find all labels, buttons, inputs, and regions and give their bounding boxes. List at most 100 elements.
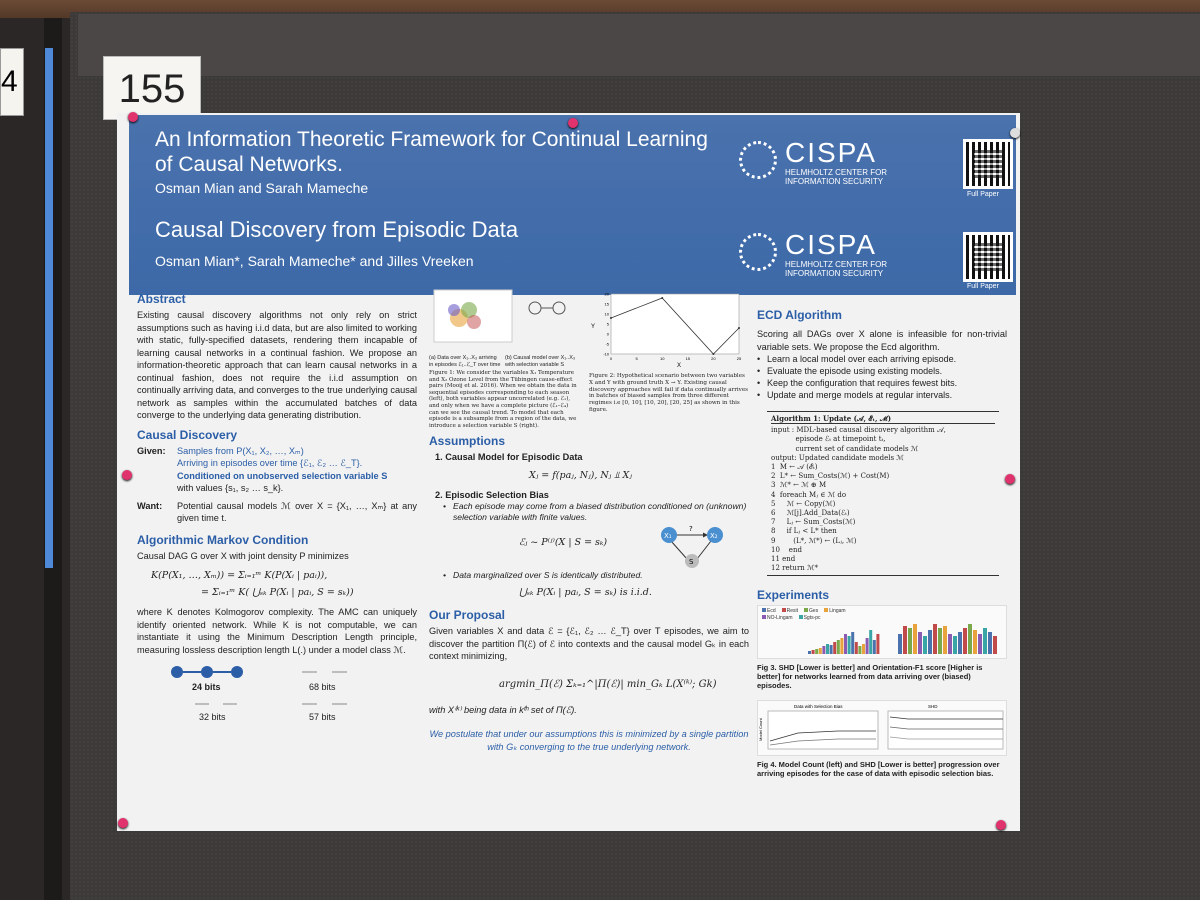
algorithm-line: 6 ℳ[j].Add_Data(ℰₜ) (771, 509, 850, 518)
qr-code-icon (963, 139, 1013, 189)
figure-3-bar (988, 632, 992, 655)
given-line-1: Samples from P(X₁, X₂, …, Xₘ) (177, 445, 304, 456)
experiments-heading: Experiments (757, 588, 830, 603)
amc-equation-2: = Σᵢ₌₁ᵐ K( ⋃ₛₖ P(Xᵢ | paᵢ, S = sₖ)) (201, 587, 354, 598)
want-block: Want: Potential causal models ℳ over X =… (137, 500, 417, 525)
figure-3-bar (923, 636, 927, 655)
cispa-logo-top: CISPA HELMHOLTZ CENTER FOR INFORMATION S… (739, 137, 919, 186)
dag-graph-24 (171, 666, 243, 678)
column-middle: (a) Data over X₁..X₃ arriving in episode… (429, 288, 749, 753)
column-left: Abstract Existing causal discovery algor… (137, 288, 417, 724)
ecd-bullet-3: Keep the configuration that requires few… (757, 377, 1007, 389)
algorithm-lines: input : MDL-based causal discovery algor… (771, 426, 995, 573)
node-s-label: S (689, 558, 694, 566)
figure-2-xlabel: X (677, 363, 681, 368)
figure-3-legend-item: Resit (781, 608, 798, 614)
figure-4-left-title: Data with Selection Bias (794, 704, 843, 709)
figure-3-bar (818, 648, 822, 655)
figure-3-legend-item: NO-Lingam (762, 615, 793, 621)
algorithm-line: 2 L* ← Sum_Costs(ℳ) + Cost(M) (771, 472, 890, 481)
algorithm-line: input : MDL-based causal discovery algor… (771, 426, 946, 435)
algorithm-title: Algorithm 1: Update (𝒜, ℰₜ, ℳ) (771, 414, 995, 425)
title-2: Causal Discovery from Episodic Data (155, 217, 519, 242)
assumptions-heading: Assumptions (429, 434, 506, 448)
proposal-where: with X⁽ᵏ⁾ being data in kᵗʰ set of Π(ℰ). (429, 704, 577, 715)
figure-3-bar (811, 650, 815, 655)
authors-1: Osman Mian and Sarah Mameche (155, 180, 369, 196)
figure-2-xtick: 5 (635, 356, 638, 361)
figure-1b-caption: (b) Causal model over X₁..X₃ with select… (505, 355, 576, 368)
figure-row: (a) Data over X₁..X₃ arriving in episode… (429, 288, 749, 434)
ecd-intro: Scoring all DAGs over X alone is infeasi… (757, 329, 1007, 352)
figure-2-xtick: 10 (660, 356, 665, 361)
figure-2-ytick: 0 (607, 332, 610, 337)
figure-1-caption: Figure 1: We consider the variables X₁ T… (429, 370, 577, 429)
pin (128, 112, 138, 122)
pin (996, 820, 1006, 830)
figure-3-bar (872, 640, 876, 655)
figure-4-caption: Fig 4. Model Count (left) and SHD [Lower… (757, 760, 1000, 779)
figure-1-plots (433, 289, 566, 343)
dag-label-24: 24 bits (192, 682, 221, 692)
figure-3-bar (948, 634, 952, 655)
figure-3-legend: Ecd Resit Ges Lingam NO-Lingam Sgts-pc (762, 608, 872, 621)
figure-2-point (712, 353, 715, 355)
abstract-body: Existing causal discovery algorithms not… (137, 310, 417, 420)
figure-3: Ecd Resit Ges Lingam NO-Lingam Sgts-pc (757, 605, 1007, 660)
figure-3-bar (836, 640, 840, 655)
figure-3-bar (993, 636, 997, 655)
figure-3-bar (898, 634, 902, 655)
figure-4-right-line-2 (889, 727, 1003, 730)
dag-label-68: 68 bits (309, 682, 336, 692)
figure-2-point (738, 327, 740, 329)
figure-2-ytick: 15 (605, 302, 610, 307)
figure-3-bar (943, 626, 947, 655)
ecd-heading: ECD Algorithm (757, 308, 842, 322)
figure-3-charts (808, 624, 997, 655)
selection-graph: X₁ X₂ S ? (661, 525, 723, 568)
figure-4-right-line-3 (889, 737, 1003, 740)
figure-3-bar (983, 628, 987, 655)
figure-4-right-line-1 (889, 717, 1003, 720)
figure-2-series-line (610, 297, 740, 355)
figure-3-bar (876, 634, 880, 655)
cispa-logo-bottom: CISPA HELMHOLTZ CENTER FOR INFORMATION S… (739, 229, 919, 278)
qr-label: Full Paper (967, 283, 999, 290)
figure-3-bar (862, 644, 865, 655)
figure-3-bar (808, 651, 811, 655)
assumption-1-equation: Xⱼ = f(paⱼ, Nⱼ), Nⱼ ⫫ Xⱼ (529, 469, 632, 481)
proposal-postulate: We postulate that under our assumptions … (429, 729, 749, 752)
figure-3-bar (973, 630, 977, 655)
poster-header: An Information Theoretic Framework for C… (129, 115, 1016, 295)
column-right: ECD Algorithm Scoring all DAGs over X al… (757, 288, 1007, 778)
cispa-logo-icon (739, 141, 777, 179)
proposal-equation: argmin_Π(ℰ) Σₖ₌₁^|Π(ℰ)| min_Gₖ L(X⁽ᵏ⁾; G… (499, 678, 717, 690)
node-x2-label: X₂ (710, 532, 718, 540)
figure-3-bar (851, 632, 855, 655)
figure-4-right-title: SHD (928, 704, 938, 709)
poster: An Information Theoretic Framework for C… (117, 113, 1020, 831)
figure-4: Data with Selection Bias Model Count SHD (757, 700, 1007, 757)
qr-code-icon (963, 232, 1013, 282)
figure-2-ytick: 5 (607, 322, 610, 327)
figure-3-bar (869, 630, 873, 655)
figure-3-bar (933, 624, 937, 655)
amc-body: where K denotes Kolmogorov complexity. T… (137, 607, 417, 655)
figure-1-subcaptions: (a) Data over X₁..X₃ arriving in episode… (429, 355, 579, 368)
figure-2: Y X 20 15 10 5 0 -5 -10 0 5 10 15 20 25 Figure 2: Hy… (589, 288, 749, 434)
proposal-heading: Our Proposal (429, 608, 506, 622)
figure-2-caption: Figure 2: Hypothetical scenario between … (589, 373, 749, 413)
figure-2-ytick: 20 (605, 292, 610, 297)
figure-4-ylabel: Model Count (758, 718, 763, 742)
figure-2-ylabel: Y (591, 324, 595, 330)
figure-3-bar (822, 646, 826, 655)
figure-4-left-line-1 (769, 731, 876, 742)
algorithm-line: 7 Lⱼ ← Sum_Costs(ℳ) (771, 518, 856, 527)
figure-3-legend-item: Sgts-pc (798, 615, 821, 621)
algorithm-line: 10 end (771, 545, 802, 554)
dag-label-32: 32 bits (199, 712, 226, 722)
ecd-bullet-1: Learn a local model over each arriving e… (757, 353, 1007, 365)
figure-3-bar (833, 642, 837, 655)
figure-2-xtick: 15 (686, 356, 691, 361)
cispa-logo-icon (739, 233, 777, 271)
